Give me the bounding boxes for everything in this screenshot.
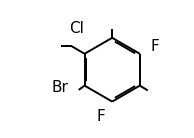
Text: F: F [97,109,105,124]
Text: Cl: Cl [69,21,84,36]
Text: Br: Br [51,80,68,95]
Text: F: F [150,39,159,54]
